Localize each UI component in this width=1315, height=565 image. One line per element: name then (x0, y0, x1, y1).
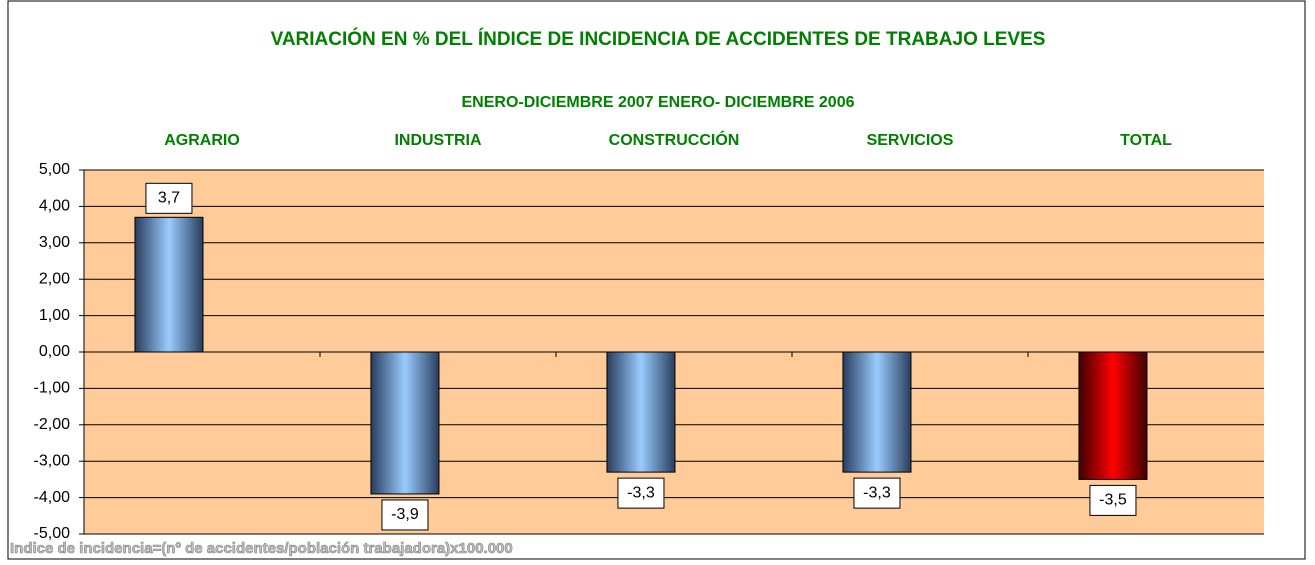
value-label: -3,3 (863, 484, 891, 501)
value-label-box (145, 182, 193, 214)
bar (134, 216, 204, 353)
value-label-box (617, 477, 665, 509)
bar (842, 351, 912, 473)
bar (606, 351, 676, 473)
y-tick-label: 0,00 (39, 343, 70, 360)
value-label-box (853, 477, 901, 509)
y-tick-label: -5,00 (34, 525, 71, 542)
chart-title: VARIACIÓN EN % DEL ÍNDICE DE INCIDENCIA … (271, 28, 1046, 50)
value-label: -3,3 (627, 484, 655, 501)
y-tick-label: -2,00 (34, 416, 71, 433)
y-tick-label: 2,00 (39, 270, 70, 287)
y-tick-label: -4,00 (34, 489, 71, 506)
category-label: SERVICIOS (867, 132, 954, 149)
y-tick-label: 5,00 (39, 161, 70, 178)
bar (370, 351, 440, 495)
y-tick-label: -1,00 (34, 380, 71, 397)
category-label: TOTAL (1120, 132, 1172, 149)
category-label: INDUSTRIA (394, 132, 482, 149)
plot: 5,00 4,00 3,00 2,00 1,00 0,00 -1,00 -2,00 -3,00 -… (34, 130, 1264, 542)
value-label-box (1089, 484, 1137, 516)
bar (1078, 351, 1148, 480)
chart-subtitle: ENERO-DICIEMBRE 2007 ENERO- DICIEMBRE 20… (462, 94, 855, 111)
category-label: AGRARIO (164, 132, 240, 149)
value-label: -3,9 (391, 506, 419, 523)
footnote: Indice de incidencia=(nº de accidentes/p… (10, 540, 513, 557)
value-label: 3,7 (158, 190, 180, 207)
category-label: CONSTRUCCIÓN (609, 130, 740, 149)
y-tick-label: -3,00 (34, 452, 71, 469)
y-tick-label: 3,00 (39, 234, 70, 251)
y-tick-label: 1,00 (39, 307, 70, 324)
value-label-box (381, 499, 429, 531)
value-label: -3,5 (1099, 492, 1127, 509)
y-tick-label: 4,00 (39, 198, 70, 215)
